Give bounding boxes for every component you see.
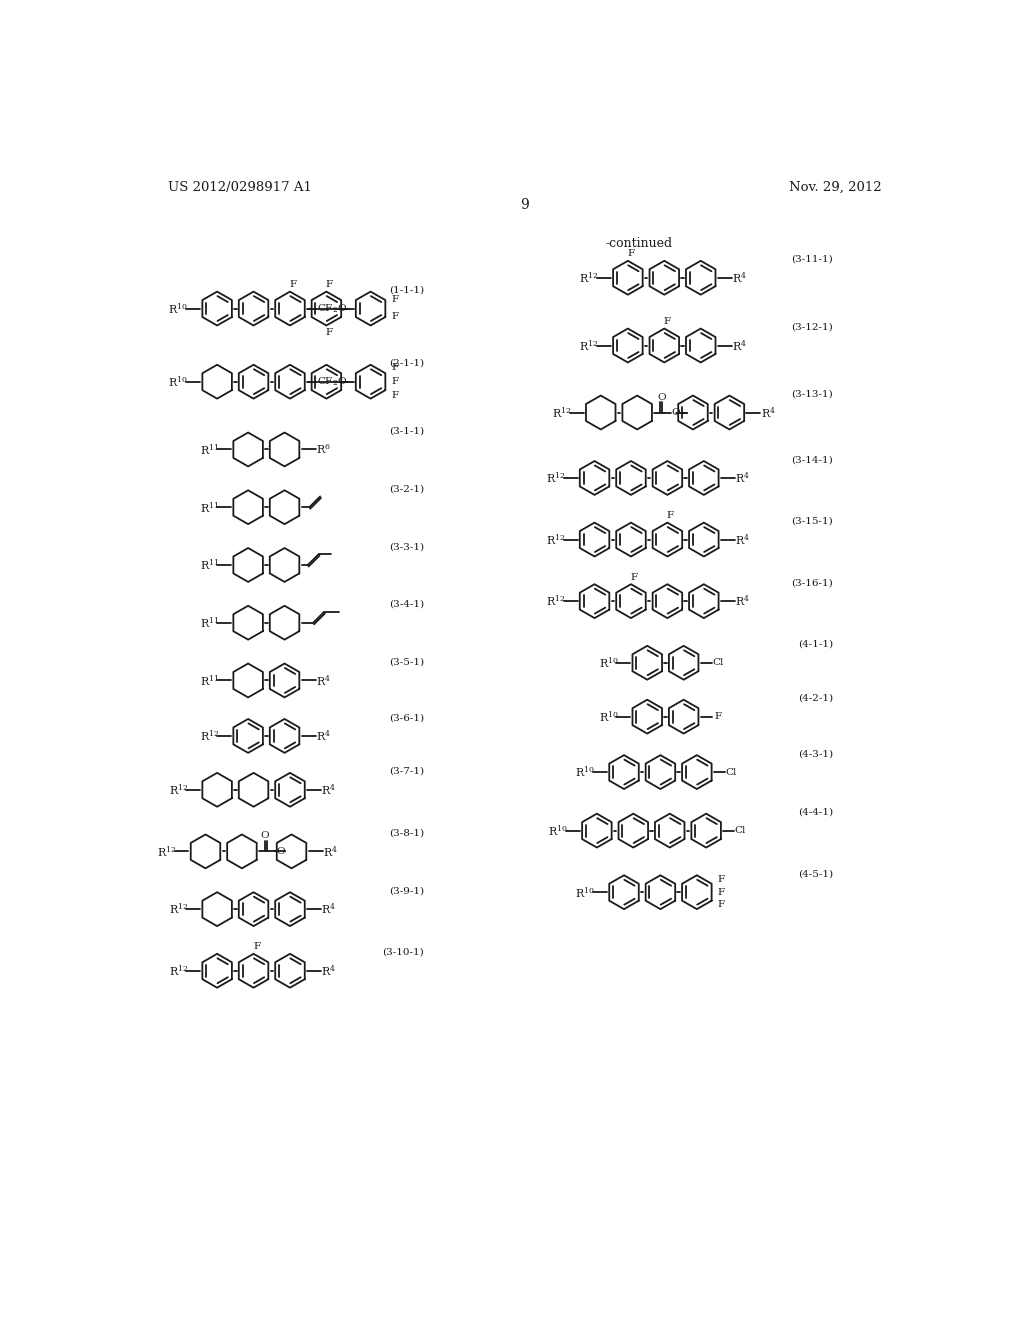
Text: (2-1-1): (2-1-1) [389, 359, 424, 368]
Text: (1-1-1): (1-1-1) [389, 285, 424, 294]
Text: Nov. 29, 2012: Nov. 29, 2012 [788, 181, 882, 194]
Text: (3-11-1): (3-11-1) [792, 255, 834, 264]
Text: F: F [664, 317, 671, 326]
Text: R$^6$: R$^6$ [315, 442, 331, 457]
Text: R$^{10}$: R$^{10}$ [575, 764, 595, 779]
Text: R$^4$: R$^4$ [315, 729, 331, 743]
Text: R$^4$: R$^4$ [735, 594, 750, 609]
Text: (3-8-1): (3-8-1) [389, 829, 424, 837]
Text: (3-10-1): (3-10-1) [382, 948, 424, 957]
Text: F: F [391, 294, 398, 304]
Text: R$^{10}$: R$^{10}$ [168, 375, 188, 389]
Text: F: F [391, 378, 398, 387]
Text: 9: 9 [520, 198, 529, 211]
Text: R$^{10}$: R$^{10}$ [168, 301, 188, 315]
Text: R$^4$: R$^4$ [732, 271, 746, 285]
Text: Cl: Cl [712, 659, 724, 667]
Text: R$^4$: R$^4$ [322, 902, 336, 916]
Text: (4-5-1): (4-5-1) [798, 870, 834, 878]
Text: F: F [391, 312, 398, 321]
Text: O: O [261, 832, 269, 841]
Text: F: F [628, 249, 635, 259]
Text: (3-14-1): (3-14-1) [792, 455, 834, 465]
Text: US 2012/0298917 A1: US 2012/0298917 A1 [168, 181, 312, 194]
Text: (3-5-1): (3-5-1) [389, 657, 424, 667]
Text: F: F [326, 327, 333, 337]
Text: R$^{12}$: R$^{12}$ [580, 271, 599, 285]
Text: R$^{12}$: R$^{12}$ [169, 964, 188, 978]
Text: (4-4-1): (4-4-1) [798, 808, 834, 817]
Text: R$^{10}$: R$^{10}$ [575, 884, 595, 899]
Text: (4-3-1): (4-3-1) [798, 750, 834, 758]
Text: -continued: -continued [606, 236, 673, 249]
Text: (3-2-1): (3-2-1) [389, 484, 424, 494]
Text: R$^4$: R$^4$ [322, 783, 336, 797]
Text: R$^{11}$: R$^{11}$ [200, 557, 219, 573]
Text: (3-9-1): (3-9-1) [389, 886, 424, 895]
Text: F: F [391, 391, 398, 400]
Text: R$^{12}$: R$^{12}$ [546, 532, 565, 546]
Text: CF$_2$O: CF$_2$O [316, 302, 347, 314]
Text: R$^{12}$: R$^{12}$ [169, 902, 188, 916]
Text: R$^{11}$: R$^{11}$ [200, 442, 219, 457]
Text: R$^{12}$: R$^{12}$ [546, 471, 565, 486]
Text: F: F [253, 942, 260, 952]
Text: F: F [667, 511, 674, 520]
Text: (3-1-1): (3-1-1) [389, 426, 424, 436]
Text: R$^{12}$: R$^{12}$ [580, 338, 599, 352]
Text: R$^{11}$: R$^{11}$ [200, 615, 219, 630]
Text: Cl: Cl [725, 768, 736, 776]
Text: (3-13-1): (3-13-1) [792, 389, 834, 399]
Text: R$^{12}$: R$^{12}$ [200, 729, 219, 743]
Text: R$^{10}$: R$^{10}$ [599, 656, 618, 671]
Text: (3-3-1): (3-3-1) [389, 543, 424, 552]
Text: R$^{11}$: R$^{11}$ [200, 500, 219, 515]
Text: R$^4$: R$^4$ [732, 338, 746, 352]
Text: R$^4$: R$^4$ [323, 843, 338, 859]
Text: O: O [656, 392, 666, 401]
Text: (3-15-1): (3-15-1) [792, 516, 834, 525]
Text: (3-6-1): (3-6-1) [389, 713, 424, 722]
Text: O: O [672, 408, 680, 417]
Text: (3-7-1): (3-7-1) [389, 767, 424, 776]
Text: R$^{12}$: R$^{12}$ [552, 405, 571, 420]
Text: (4-1-1): (4-1-1) [798, 640, 834, 649]
Text: F: F [631, 573, 638, 582]
Text: CF$_2$O: CF$_2$O [316, 375, 347, 388]
Text: R$^{10}$: R$^{10}$ [548, 824, 568, 838]
Text: R$^{12}$: R$^{12}$ [169, 783, 188, 797]
Text: (3-16-1): (3-16-1) [792, 578, 834, 587]
Text: R$^4$: R$^4$ [322, 964, 336, 978]
Text: F: F [290, 280, 297, 289]
Text: F: F [718, 875, 724, 884]
Text: (3-12-1): (3-12-1) [792, 322, 834, 331]
Text: R$^4$: R$^4$ [735, 471, 750, 486]
Text: O: O [276, 847, 285, 855]
Text: R$^{12}$: R$^{12}$ [546, 594, 565, 609]
Text: R$^{10}$: R$^{10}$ [599, 709, 618, 723]
Text: F: F [714, 713, 721, 721]
Text: R$^4$: R$^4$ [761, 405, 775, 420]
Text: R$^4$: R$^4$ [315, 673, 331, 688]
Text: F: F [326, 280, 333, 289]
Text: R$^{11}$: R$^{11}$ [200, 673, 219, 688]
Text: F: F [718, 888, 724, 896]
Text: (3-4-1): (3-4-1) [389, 599, 424, 609]
Text: R$^{12}$: R$^{12}$ [157, 843, 176, 859]
Text: R$^4$: R$^4$ [735, 532, 750, 546]
Text: Cl: Cl [734, 826, 745, 836]
Text: F: F [391, 363, 398, 372]
Text: F: F [718, 900, 724, 909]
Text: (4-2-1): (4-2-1) [798, 694, 834, 702]
